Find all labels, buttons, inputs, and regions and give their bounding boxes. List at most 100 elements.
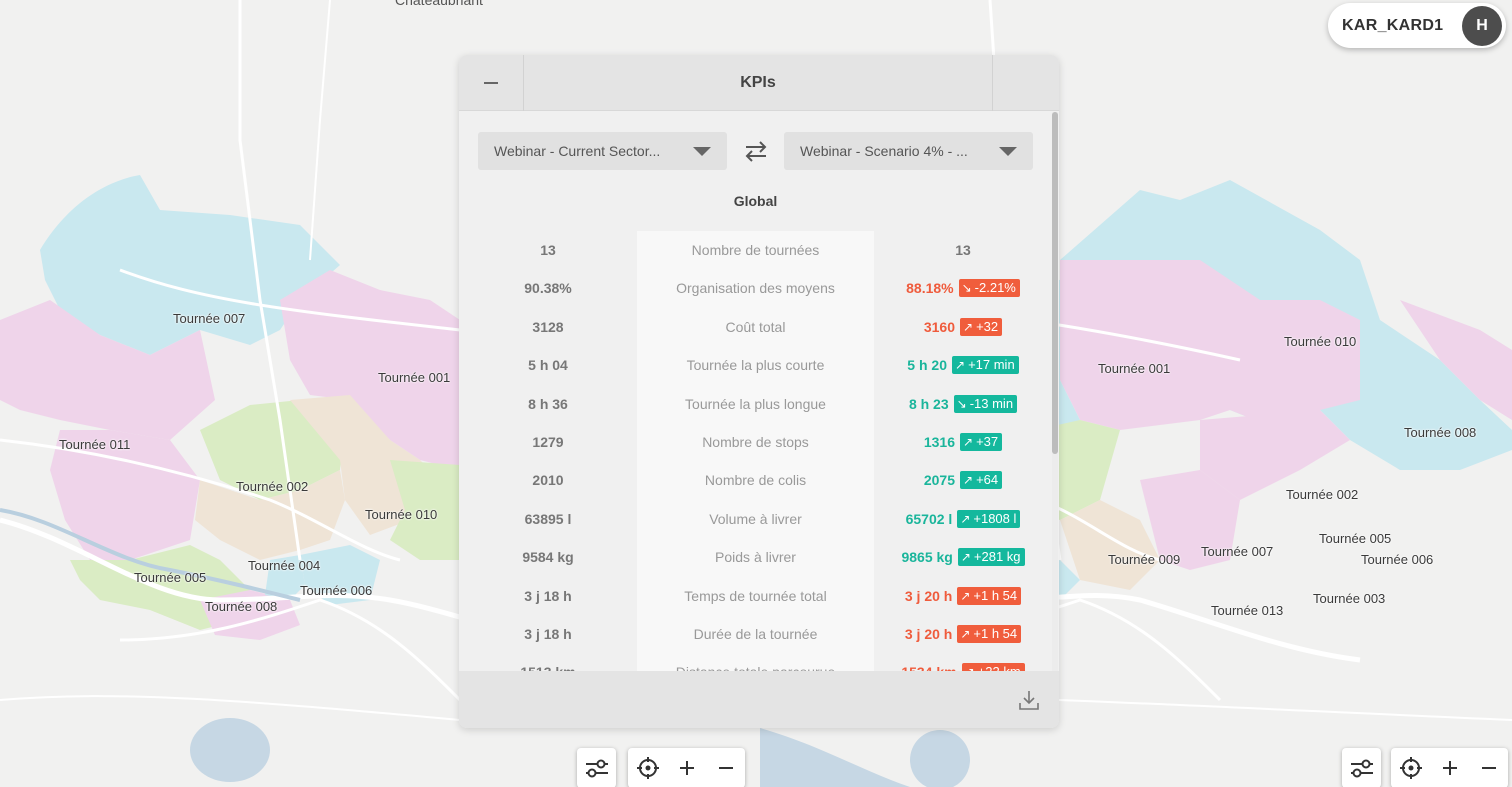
kpi-label: Volume à livrer bbox=[709, 511, 802, 527]
route-label: Tournée 007 bbox=[173, 311, 246, 326]
kpi-label: Tournée la plus courte bbox=[686, 357, 825, 373]
delta-badge: ↗ +37 bbox=[960, 433, 1003, 451]
kpi-row: 8 h 36 Tournée la plus longue 8 h 23 ↘ -13 m… bbox=[459, 385, 1052, 423]
arrow-down-right-icon: ↘ bbox=[961, 281, 972, 295]
delta-value: +17 min bbox=[968, 357, 1015, 372]
kpi-row: 3128 Coût total 3160 ↗ +32 bbox=[459, 308, 1052, 346]
kpi-value-reference: 3128 bbox=[532, 319, 564, 335]
kpi-label: Distance totale parcourue bbox=[637, 653, 874, 671]
arrow-up-right-icon: ↗ bbox=[963, 435, 974, 449]
arrow-up-right-icon: ↗ bbox=[955, 358, 966, 372]
plus-icon bbox=[1442, 761, 1457, 775]
kpi-value-comparison: 2075 ↗ +64 bbox=[874, 461, 1052, 500]
route-label: Tournée 008 bbox=[205, 599, 278, 614]
zoom-out-button[interactable] bbox=[1469, 748, 1508, 787]
header-spacer bbox=[992, 55, 1059, 111]
filters-button[interactable] bbox=[577, 748, 616, 787]
kpi-label: Nombre de stops bbox=[702, 434, 809, 450]
kpi-label: Nombre de colis bbox=[704, 472, 807, 488]
route-label: Tournée 005 bbox=[1319, 531, 1392, 546]
crosshair-icon bbox=[1399, 757, 1422, 779]
route-label: Tournée 010 bbox=[365, 507, 438, 522]
kpi-value-reference: 1513 km bbox=[459, 653, 637, 671]
kpi-table[interactable]: 13 Nombre de tournées 13 90.38% Organisation… bbox=[459, 231, 1052, 671]
city-label: Châteaubriant bbox=[395, 0, 483, 8]
scrollbar-thumb[interactable] bbox=[1052, 112, 1058, 454]
scenario-select-left[interactable]: Webinar - Current Sector... bbox=[478, 132, 727, 170]
delta-value: +1808 l bbox=[973, 511, 1017, 526]
sliders-icon bbox=[1350, 759, 1373, 778]
kpi-label: Nombre de tournées bbox=[691, 242, 820, 258]
chevron-down-icon bbox=[693, 147, 711, 156]
kpi-value-comparison: 3 j 20 h ↗ +1 h 54 bbox=[874, 577, 1052, 616]
route-label: Tournée 013 bbox=[1211, 603, 1284, 618]
scenario-select-right[interactable]: Webinar - Scenario 4% - ... bbox=[784, 132, 1033, 170]
kpi-label: Organisation des moyens bbox=[676, 280, 835, 296]
kpi-value-comparison: 88.18% ↘ -2.21% bbox=[874, 269, 1052, 308]
kpi-value-reference: 5 h 04 bbox=[528, 357, 568, 373]
delta-value: -2.21% bbox=[974, 280, 1016, 295]
arrow-up-right-icon: ↗ bbox=[965, 665, 975, 671]
kpi-label: Poids à livrer bbox=[715, 549, 796, 565]
section-title: Global bbox=[733, 193, 778, 209]
scenario-select-value: Webinar - Scenario 4% - ... bbox=[800, 143, 968, 159]
arrow-up-right-icon: ↗ bbox=[960, 627, 971, 641]
kpi-row: 1513 kmDistance totale parcourue 1534 km ↗… bbox=[459, 653, 1052, 671]
kpi-value-reference: 1279 bbox=[532, 434, 564, 450]
panel-footer bbox=[459, 671, 1059, 728]
delta-badge: ↗ +281 kg bbox=[957, 548, 1025, 566]
filters-button[interactable] bbox=[1342, 748, 1381, 787]
kpi-compare-value: 3 j 20 h bbox=[904, 588, 953, 604]
arrow-up-right-icon: ↗ bbox=[963, 473, 974, 487]
zoom-in-button[interactable] bbox=[1430, 748, 1469, 787]
sliders-icon bbox=[585, 759, 608, 778]
delta-badge: ↗ +1 h 54 bbox=[957, 625, 1022, 643]
minus-icon bbox=[718, 767, 733, 769]
route-label: Tournée 002 bbox=[1286, 487, 1359, 502]
kpi-label: Temps de tournée total bbox=[684, 588, 827, 604]
route-label: Tournée 008 bbox=[1404, 425, 1477, 440]
route-label: Tournée 007 bbox=[1201, 544, 1274, 559]
kpi-compare-value: 3 j 20 h bbox=[904, 626, 953, 642]
scrollbar[interactable] bbox=[1052, 112, 1058, 726]
kpi-label-column bbox=[637, 231, 874, 671]
arrow-up-right-icon: ↗ bbox=[963, 320, 974, 334]
kpi-value-comparison: 65702 l ↗ +1808 l bbox=[874, 500, 1052, 539]
kpi-compare-value: 9865 kg bbox=[901, 549, 953, 565]
kpi-row: 3 j 18 h Temps de tournée total 3 j 20 h ↗ +… bbox=[459, 577, 1052, 615]
download-icon[interactable] bbox=[1018, 689, 1040, 711]
user-name: KAR_KARD1 bbox=[1342, 16, 1444, 34]
kpi-value-comparison: 8 h 23 ↘ -13 min bbox=[874, 385, 1052, 424]
kpi-row: 63895 l Volume à livrer 65702 l ↗ +1808 l bbox=[459, 500, 1052, 538]
delta-value: +1 h 54 bbox=[973, 588, 1018, 603]
chevron-down-icon bbox=[999, 147, 1017, 156]
map-zoom-control bbox=[628, 748, 745, 787]
kpi-value-comparison: 1316 ↗ +37 bbox=[874, 423, 1052, 462]
avatar[interactable]: H bbox=[1462, 6, 1502, 46]
map-filter-control bbox=[577, 748, 616, 787]
kpi-row: 3 j 18 h Durée de la tournée 3 j 20 h ↗ +1 h… bbox=[459, 615, 1052, 653]
delta-value: -13 min bbox=[969, 396, 1014, 411]
route-label: Tournée 010 bbox=[1284, 334, 1357, 349]
kpi-compare-value: 13 bbox=[955, 242, 971, 258]
swap-arrows-icon[interactable] bbox=[742, 137, 770, 165]
collapse-button[interactable] bbox=[459, 55, 524, 111]
kpi-compare-value: 3160 bbox=[923, 319, 956, 335]
zoom-in-button[interactable] bbox=[667, 748, 706, 787]
kpi-compare-value: 2075 bbox=[923, 472, 956, 488]
user-menu[interactable]: KAR_KARD1 H bbox=[1328, 3, 1506, 48]
delta-value: +64 bbox=[976, 472, 999, 487]
delta-badge: ↗ +1 h 54 bbox=[957, 587, 1022, 605]
delta-value: +22 km bbox=[978, 664, 1021, 671]
locate-button[interactable] bbox=[1391, 748, 1430, 787]
route-label: Tournée 005 bbox=[134, 570, 207, 585]
zoom-out-button[interactable] bbox=[706, 748, 745, 787]
delta-badge: ↗ +32 bbox=[960, 318, 1003, 336]
locate-button[interactable] bbox=[628, 748, 667, 787]
plus-icon bbox=[679, 761, 694, 775]
arrow-down-right-icon: ↘ bbox=[956, 397, 967, 411]
kpi-value-reference: 8 h 36 bbox=[528, 396, 568, 412]
route-label: Tournée 002 bbox=[236, 479, 309, 494]
kpi-compare-value: 5 h 20 bbox=[907, 357, 947, 373]
delta-badge: ↘ -13 min bbox=[953, 395, 1018, 413]
